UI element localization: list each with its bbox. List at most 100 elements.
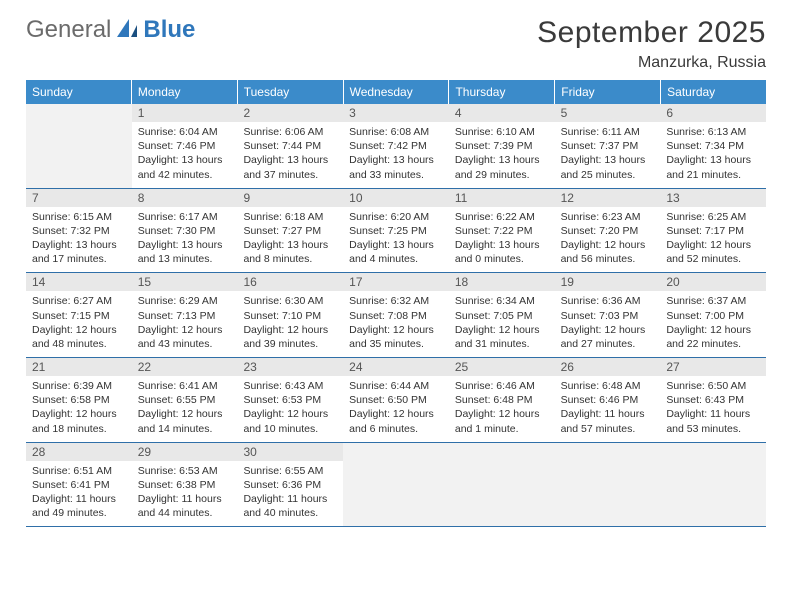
calendar-cell: 24Sunrise: 6:44 AMSunset: 6:50 PMDayligh…: [343, 358, 449, 442]
sunset-text: Sunset: 7:25 PM: [349, 224, 443, 238]
location-label: Manzurka, Russia: [537, 54, 766, 72]
sunrise-text: Sunrise: 6:25 AM: [666, 210, 760, 224]
sunrise-text: Sunrise: 6:34 AM: [455, 294, 549, 308]
sunset-text: Sunset: 7:05 PM: [455, 309, 549, 323]
daylight-text: Daylight: 13 hours and 37 minutes.: [243, 153, 337, 181]
daylight-text: Daylight: 12 hours and 35 minutes.: [349, 323, 443, 351]
day-header: Tuesday: [238, 80, 344, 104]
day-body: Sunrise: 6:11 AMSunset: 7:37 PMDaylight:…: [555, 122, 661, 188]
sunrise-text: Sunrise: 6:32 AM: [349, 294, 443, 308]
day-number: 15: [132, 273, 238, 291]
daylight-text: Daylight: 13 hours and 25 minutes.: [561, 153, 655, 181]
calendar-cell: 12Sunrise: 6:23 AMSunset: 7:20 PMDayligh…: [555, 189, 661, 273]
daylight-text: Daylight: 13 hours and 21 minutes.: [666, 153, 760, 181]
sunrise-text: Sunrise: 6:41 AM: [138, 379, 232, 393]
day-number: 28: [26, 443, 132, 461]
day-body: Sunrise: 6:55 AMSunset: 6:36 PMDaylight:…: [237, 461, 343, 527]
calendar-week: 21Sunrise: 6:39 AMSunset: 6:58 PMDayligh…: [26, 358, 766, 443]
daylight-text: Daylight: 11 hours and 40 minutes.: [243, 492, 337, 520]
day-number: 26: [555, 358, 661, 376]
logo-sail-icon: [115, 17, 141, 44]
daylight-text: Daylight: 13 hours and 8 minutes.: [243, 238, 337, 266]
daylight-text: Daylight: 13 hours and 33 minutes.: [349, 153, 443, 181]
daylight-text: Daylight: 12 hours and 39 minutes.: [243, 323, 337, 351]
calendar-cell: 10Sunrise: 6:20 AMSunset: 7:25 PMDayligh…: [343, 189, 449, 273]
sunset-text: Sunset: 6:41 PM: [32, 478, 126, 492]
calendar-cell-empty: [660, 443, 766, 527]
sunrise-text: Sunrise: 6:30 AM: [243, 294, 337, 308]
daylight-text: Daylight: 12 hours and 43 minutes.: [138, 323, 232, 351]
day-body: Sunrise: 6:53 AMSunset: 6:38 PMDaylight:…: [132, 461, 238, 527]
day-body: Sunrise: 6:08 AMSunset: 7:42 PMDaylight:…: [343, 122, 449, 188]
day-number: 17: [343, 273, 449, 291]
day-number: 23: [237, 358, 343, 376]
day-body: Sunrise: 6:41 AMSunset: 6:55 PMDaylight:…: [132, 376, 238, 442]
sunrise-text: Sunrise: 6:08 AM: [349, 125, 443, 139]
day-header: Monday: [132, 80, 238, 104]
calendar-cell: 6Sunrise: 6:13 AMSunset: 7:34 PMDaylight…: [660, 104, 766, 188]
sunrise-text: Sunrise: 6:06 AM: [243, 125, 337, 139]
logo-text-blue: Blue: [143, 16, 195, 44]
sunset-text: Sunset: 7:22 PM: [455, 224, 549, 238]
sunset-text: Sunset: 6:50 PM: [349, 393, 443, 407]
day-body: Sunrise: 6:27 AMSunset: 7:15 PMDaylight:…: [26, 291, 132, 357]
calendar-cell-empty: [555, 443, 661, 527]
logo: General Blue: [26, 16, 195, 44]
sunset-text: Sunset: 6:53 PM: [243, 393, 337, 407]
calendar-cell: 30Sunrise: 6:55 AMSunset: 6:36 PMDayligh…: [237, 443, 343, 527]
day-body: Sunrise: 6:34 AMSunset: 7:05 PMDaylight:…: [449, 291, 555, 357]
day-number: 6: [660, 104, 766, 122]
calendar-cell: 28Sunrise: 6:51 AMSunset: 6:41 PMDayligh…: [26, 443, 132, 527]
daylight-text: Daylight: 12 hours and 10 minutes.: [243, 407, 337, 435]
calendar-cell: 20Sunrise: 6:37 AMSunset: 7:00 PMDayligh…: [660, 273, 766, 357]
calendar-cell: 11Sunrise: 6:22 AMSunset: 7:22 PMDayligh…: [449, 189, 555, 273]
sunrise-text: Sunrise: 6:39 AM: [32, 379, 126, 393]
calendar-week: 28Sunrise: 6:51 AMSunset: 6:41 PMDayligh…: [26, 443, 766, 528]
daylight-text: Daylight: 12 hours and 52 minutes.: [666, 238, 760, 266]
day-body: Sunrise: 6:15 AMSunset: 7:32 PMDaylight:…: [26, 207, 132, 273]
day-body: Sunrise: 6:22 AMSunset: 7:22 PMDaylight:…: [449, 207, 555, 273]
sunset-text: Sunset: 7:10 PM: [243, 309, 337, 323]
sunset-text: Sunset: 6:36 PM: [243, 478, 337, 492]
day-number: 18: [449, 273, 555, 291]
sunrise-text: Sunrise: 6:13 AM: [666, 125, 760, 139]
day-header-row: SundayMondayTuesdayWednesdayThursdayFrid…: [26, 80, 766, 104]
sunset-text: Sunset: 7:46 PM: [138, 139, 232, 153]
page-header: General Blue September 2025 Manzurka, Ru…: [26, 16, 766, 72]
daylight-text: Daylight: 11 hours and 57 minutes.: [561, 407, 655, 435]
day-header: Saturday: [661, 80, 766, 104]
calendar-cell: 9Sunrise: 6:18 AMSunset: 7:27 PMDaylight…: [237, 189, 343, 273]
sunset-text: Sunset: 7:13 PM: [138, 309, 232, 323]
day-number: 3: [343, 104, 449, 122]
daylight-text: Daylight: 12 hours and 22 minutes.: [666, 323, 760, 351]
sunrise-text: Sunrise: 6:48 AM: [561, 379, 655, 393]
calendar-cell: 13Sunrise: 6:25 AMSunset: 7:17 PMDayligh…: [660, 189, 766, 273]
calendar-cell: 27Sunrise: 6:50 AMSunset: 6:43 PMDayligh…: [660, 358, 766, 442]
calendar-cell: 5Sunrise: 6:11 AMSunset: 7:37 PMDaylight…: [555, 104, 661, 188]
sunset-text: Sunset: 7:42 PM: [349, 139, 443, 153]
day-number: 27: [660, 358, 766, 376]
sunset-text: Sunset: 7:32 PM: [32, 224, 126, 238]
sunrise-text: Sunrise: 6:50 AM: [666, 379, 760, 393]
day-number: 14: [26, 273, 132, 291]
day-number: 21: [26, 358, 132, 376]
weeks-container: 1Sunrise: 6:04 AMSunset: 7:46 PMDaylight…: [26, 104, 766, 527]
day-header: Wednesday: [344, 80, 450, 104]
calendar-cell: 4Sunrise: 6:10 AMSunset: 7:39 PMDaylight…: [449, 104, 555, 188]
calendar-cell-empty: [343, 443, 449, 527]
sunrise-text: Sunrise: 6:04 AM: [138, 125, 232, 139]
calendar-cell: 15Sunrise: 6:29 AMSunset: 7:13 PMDayligh…: [132, 273, 238, 357]
day-number: 12: [555, 189, 661, 207]
daylight-text: Daylight: 12 hours and 14 minutes.: [138, 407, 232, 435]
logo-text-general: General: [26, 16, 111, 44]
sunset-text: Sunset: 7:44 PM: [243, 139, 337, 153]
day-body: Sunrise: 6:43 AMSunset: 6:53 PMDaylight:…: [237, 376, 343, 442]
sunrise-text: Sunrise: 6:11 AM: [561, 125, 655, 139]
calendar-cell: 26Sunrise: 6:48 AMSunset: 6:46 PMDayligh…: [555, 358, 661, 442]
calendar-cell: 25Sunrise: 6:46 AMSunset: 6:48 PMDayligh…: [449, 358, 555, 442]
sunset-text: Sunset: 7:30 PM: [138, 224, 232, 238]
day-body: Sunrise: 6:30 AMSunset: 7:10 PMDaylight:…: [237, 291, 343, 357]
daylight-text: Daylight: 13 hours and 42 minutes.: [138, 153, 232, 181]
sunrise-text: Sunrise: 6:43 AM: [243, 379, 337, 393]
day-number: 13: [660, 189, 766, 207]
